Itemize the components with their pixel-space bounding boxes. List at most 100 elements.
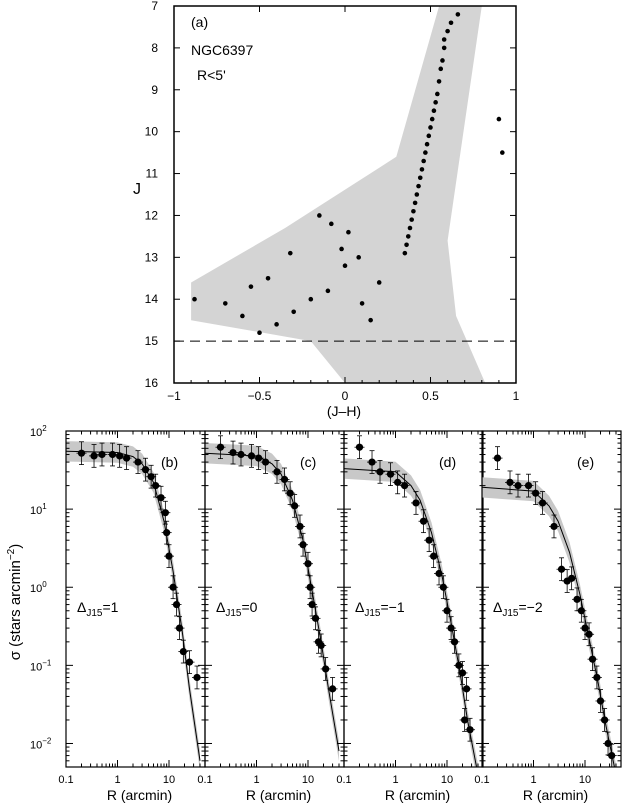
x-tick-label: 0.1: [336, 774, 351, 786]
y-tick-label: 16: [145, 376, 159, 390]
delta-subscript: J15: [225, 608, 242, 619]
delta-j15-label: ΔJ15=−2: [493, 599, 543, 619]
x-tick-label: 1: [530, 774, 536, 786]
density-point: [412, 499, 420, 507]
cmd-band: [191, 6, 486, 383]
density-plot-area: [66, 441, 203, 767]
king-model-curve: [344, 468, 478, 767]
density-profile-panels: 0.1 1 10R (arcmin)(b)ΔJ15=10.1 1 10R (arcmin…: [58, 430, 622, 803]
x-axis-label: R (arcmin): [107, 787, 172, 803]
density-point: [455, 661, 463, 669]
y-tick-label: 9: [151, 83, 158, 97]
x-axis-label: R (arcmin): [246, 787, 311, 803]
density-point: [216, 443, 225, 451]
density-point: [524, 482, 533, 490]
star-point: [424, 141, 430, 147]
density-point: [317, 641, 325, 650]
density-point: [122, 454, 131, 462]
density-point: [376, 468, 384, 476]
panel-label: (c): [300, 454, 316, 470]
panel-label-a: (a): [191, 14, 208, 30]
star-point: [496, 116, 502, 122]
x-tick-label: 0.1: [197, 774, 212, 786]
density-point: [261, 458, 270, 466]
cmd-selection-band: [191, 6, 486, 383]
y-tick-base: 10: [30, 427, 42, 439]
y-tick-label: 102: [30, 424, 47, 439]
density-point: [493, 454, 502, 462]
density-plot-area: [205, 435, 340, 762]
density-point: [430, 552, 438, 560]
y-tick-label: 101: [30, 502, 47, 517]
star-point: [405, 234, 411, 239]
model-uncertainty-band: [482, 477, 616, 767]
panel-label: (d): [439, 454, 456, 470]
star-point: [414, 192, 420, 197]
star-point: [445, 28, 450, 34]
star-point: [441, 45, 447, 51]
density-point: [77, 449, 86, 457]
star-point: [376, 280, 382, 285]
density-point: [291, 502, 299, 510]
x-axis-label: R (arcmin): [385, 787, 450, 803]
ylabel-base: σ (stars arcmin: [7, 560, 24, 660]
star-point: [346, 229, 351, 235]
density-point: [355, 443, 364, 451]
star-point: [291, 309, 297, 315]
star-point: [438, 66, 444, 72]
star-point: [429, 116, 435, 122]
star-point: [421, 158, 426, 164]
panel-label: (b): [161, 454, 178, 470]
y-tick-exp: −1: [42, 658, 52, 667]
y-axis-label-a: J: [133, 181, 141, 198]
x-tick-label: 1: [114, 774, 120, 786]
panel-label: (e): [577, 454, 594, 470]
delta-subscript: J15: [364, 608, 381, 619]
density-point: [568, 574, 576, 582]
ylabel-close: ): [7, 544, 24, 549]
density-point: [532, 489, 540, 497]
density-point: [172, 600, 181, 609]
star-point: [433, 100, 438, 105]
density-point: [443, 607, 451, 615]
density-point: [466, 726, 474, 734]
star-point: [407, 225, 413, 231]
x-tick-label: 0.1: [58, 774, 73, 786]
density-point: [322, 665, 330, 673]
density-point: [462, 685, 471, 693]
star-point: [448, 20, 454, 26]
y-tick-exp: 0: [42, 580, 47, 589]
star-point: [223, 301, 228, 306]
y-tick-base: 10: [30, 505, 42, 517]
star-point: [257, 330, 262, 336]
density-point: [577, 607, 585, 615]
star-point: [455, 12, 461, 17]
y-tick-exp: −2: [42, 736, 52, 745]
star-point: [412, 200, 418, 206]
density-point: [157, 494, 165, 502]
y-tick-label: 15: [145, 334, 159, 348]
density-point: [581, 624, 589, 632]
star-point: [436, 79, 442, 84]
x-tick-label: 0.5: [422, 389, 439, 403]
star-point: [500, 150, 505, 155]
star-point: [411, 208, 416, 214]
x-axis-label-a: (J–H): [327, 403, 361, 419]
star-point: [419, 167, 425, 172]
star-point: [423, 150, 428, 155]
density-point: [229, 448, 237, 457]
y-tick-exp: 2: [42, 424, 47, 433]
density-point: [394, 478, 402, 486]
star-point: [417, 175, 423, 181]
delta-subscript: J15: [502, 608, 519, 619]
delta-symbol: Δ: [77, 599, 86, 615]
density-point: [461, 716, 469, 724]
delta-value: =0: [241, 599, 257, 615]
density-point: [311, 614, 320, 622]
density-point: [304, 560, 312, 568]
density-point: [419, 517, 428, 525]
star-point: [359, 301, 365, 306]
x-tick-label: 0: [342, 389, 349, 403]
star-point: [317, 213, 322, 218]
star-point: [416, 183, 421, 189]
